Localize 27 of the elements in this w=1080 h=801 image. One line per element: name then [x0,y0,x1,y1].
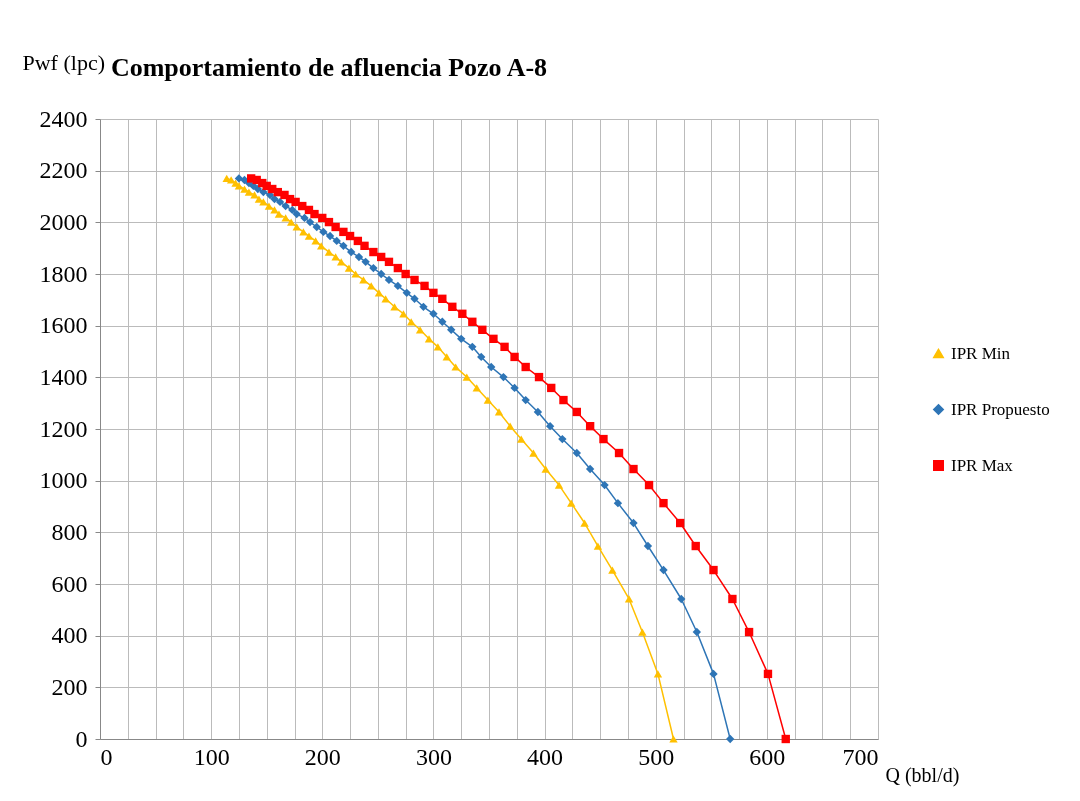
y-tick-label: 600 [51,570,88,597]
y-tick-label: 800 [51,518,88,545]
legend-label: IPR Max [951,455,1014,475]
x-axis-title: Q (bbl/d) [885,763,960,787]
x-tick-label: 300 [415,743,452,770]
y-tick-label: 1200 [39,415,88,442]
y-tick-label: 200 [51,673,88,700]
x-tick-label: 700 [842,743,879,770]
y-tick-label: 1800 [39,260,88,287]
y-tick-label: 2000 [39,208,88,235]
y-tick-label: 2200 [39,157,88,184]
y-axis-title: Pwf (lpc) [22,49,105,75]
x-tick-label: 500 [638,743,675,770]
x-tick-label: 600 [749,743,786,770]
x-tick-label: 100 [193,743,230,770]
x-tick-label: 400 [527,743,564,770]
legend-label: IPR Propuesto [951,399,1050,419]
x-tick-label: 0 [100,743,113,770]
chart-title: Comportamiento de afluencia Pozo A-8 [110,53,548,82]
y-tick-label: 0 [75,725,88,752]
y-tick-label: 1600 [39,312,88,339]
x-tick-label: 200 [304,743,341,770]
y-tick-label: 1000 [39,467,88,494]
y-tick-label: 2400 [39,105,88,132]
y-tick-label: 400 [51,622,88,649]
legend-label: IPR Min [951,343,1011,363]
y-tick-label: 1400 [39,363,88,390]
